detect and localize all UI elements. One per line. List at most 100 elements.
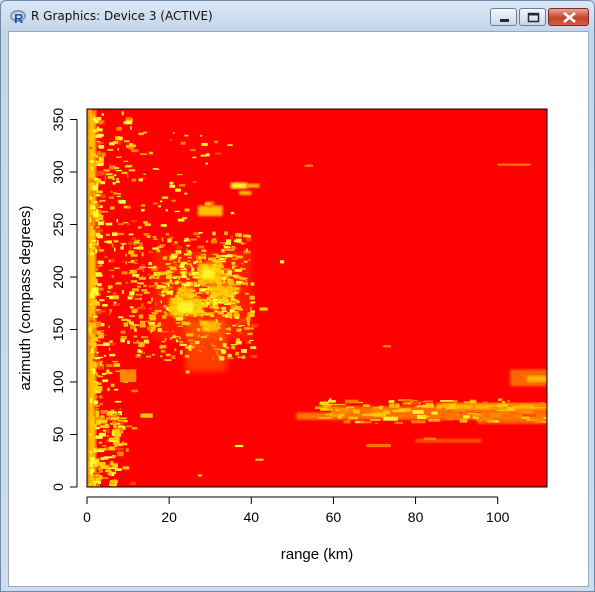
- heatmap-echo: [166, 286, 173, 289]
- heatmap-echo: [175, 252, 178, 257]
- heatmap-echo: [181, 321, 186, 326]
- heatmap-echo: [228, 270, 232, 274]
- heatmap-echo: [93, 409, 97, 417]
- heatmap-echo: [200, 353, 204, 356]
- heatmap-echo: [103, 170, 106, 175]
- heatmap-echo: [171, 268, 178, 271]
- heatmap-echo: [120, 338, 125, 343]
- heatmap-echo: [230, 304, 236, 309]
- heatmap-echo: [172, 334, 176, 337]
- heatmap-echo: [196, 327, 200, 332]
- heatmap-echo: [215, 254, 223, 259]
- heatmap-echo: [106, 364, 113, 368]
- heatmap-echo: [146, 235, 151, 238]
- heatmap-echo: [186, 244, 191, 247]
- heatmap-echo: [130, 118, 133, 122]
- heatmap-echo: [186, 277, 190, 280]
- heatmap-echo: [378, 405, 384, 408]
- heatmap-echo: [179, 271, 181, 274]
- heatmap-echo: [225, 332, 231, 335]
- heatmap-echo: [129, 321, 134, 325]
- heatmap-echo: [229, 274, 236, 276]
- heatmap-echo: [106, 411, 117, 416]
- close-button[interactable]: [548, 8, 589, 26]
- heatmap-echo: [193, 261, 197, 265]
- heatmap-echo: [112, 360, 118, 363]
- heatmap-echo: [179, 251, 182, 253]
- heatmap-echo: [245, 292, 249, 295]
- maximize-button[interactable]: [519, 8, 546, 26]
- heatmap-echo: [192, 156, 197, 159]
- heatmap-echo: [128, 295, 134, 298]
- minimize-button[interactable]: [490, 8, 517, 26]
- heatmap-echo: [105, 371, 113, 375]
- heatmap-echo: [444, 403, 456, 405]
- heatmap-echo: [247, 312, 254, 314]
- heatmap-echo: [98, 469, 103, 473]
- heatmap-echo: [212, 253, 219, 256]
- heatmap-echo: [182, 216, 188, 220]
- heatmap-echo: [100, 181, 106, 185]
- heatmap-echo: [137, 353, 140, 357]
- heatmap-echo: [241, 242, 244, 245]
- heatmap-echo: [169, 266, 176, 270]
- heatmap-echo: [94, 219, 100, 222]
- heatmap-echo: [126, 165, 128, 168]
- heatmap-echo: [201, 305, 209, 308]
- heatmap-echo: [169, 184, 176, 188]
- heatmap-echo: [128, 169, 136, 172]
- heatmap-echo: [130, 306, 135, 308]
- heatmap-echo: [113, 437, 120, 441]
- heatmap-echo: [209, 312, 215, 316]
- heatmap-echo: [94, 357, 101, 360]
- heatmap-echo: [448, 418, 463, 420]
- heatmap-echo: [175, 339, 179, 343]
- heatmap-echo: [414, 405, 418, 409]
- heatmap-echo: [115, 370, 121, 372]
- heatmap-echo: [100, 410, 108, 414]
- heatmap-echo: [236, 338, 240, 341]
- heatmap-echo: [233, 312, 237, 315]
- heatmap-echo: [91, 175, 95, 178]
- heatmap-echo: [117, 148, 119, 151]
- heatmap-echo: [98, 356, 104, 359]
- heatmap-echo: [130, 254, 138, 257]
- heatmap-echo: [114, 400, 122, 403]
- heatmap-echo: [108, 437, 115, 441]
- heatmap-echo: [232, 275, 237, 278]
- heatmap-echo: [200, 154, 207, 157]
- heatmap-echo: [194, 340, 200, 345]
- heatmap-echo: [136, 246, 144, 250]
- heatmap-echo: [107, 387, 110, 392]
- heatmap-echo: [104, 447, 112, 451]
- heatmap-echo: [211, 305, 218, 308]
- heatmap-echo: [138, 251, 141, 253]
- heatmap-echo: [219, 302, 225, 304]
- title-bar[interactable]: R R Graphics: Device 3 (ACTIVE): [1, 1, 594, 31]
- heatmap-echo: [91, 215, 96, 223]
- heatmap-echo: [100, 457, 109, 460]
- heatmap-echo: [121, 271, 128, 275]
- heatmap-echo: [417, 401, 426, 403]
- heatmap-echo: [95, 274, 102, 277]
- heatmap-echo: [234, 316, 240, 319]
- heatmap-echo: [118, 200, 126, 204]
- heatmap-echo: [117, 136, 123, 141]
- y-tick-label: 50: [50, 427, 66, 443]
- heatmap-echo: [208, 285, 211, 288]
- heatmap-echo: [92, 358, 98, 362]
- heatmap-echo: [171, 199, 177, 202]
- heatmap-echo: [235, 322, 241, 327]
- heatmap-echo: [156, 168, 160, 170]
- heatmap-echo: [99, 419, 108, 424]
- heatmap-echo: [114, 445, 118, 448]
- heatmap-echo: [190, 238, 197, 241]
- heatmap-echo: [202, 268, 215, 280]
- heatmap-echo: [175, 188, 181, 192]
- heatmap-echo: [111, 243, 114, 248]
- heatmap-echo: [90, 348, 94, 354]
- heatmap-echo: [423, 400, 433, 403]
- heatmap-echo: [204, 334, 210, 337]
- heatmap-echo: [171, 282, 174, 285]
- heatmap-echo: [108, 196, 114, 199]
